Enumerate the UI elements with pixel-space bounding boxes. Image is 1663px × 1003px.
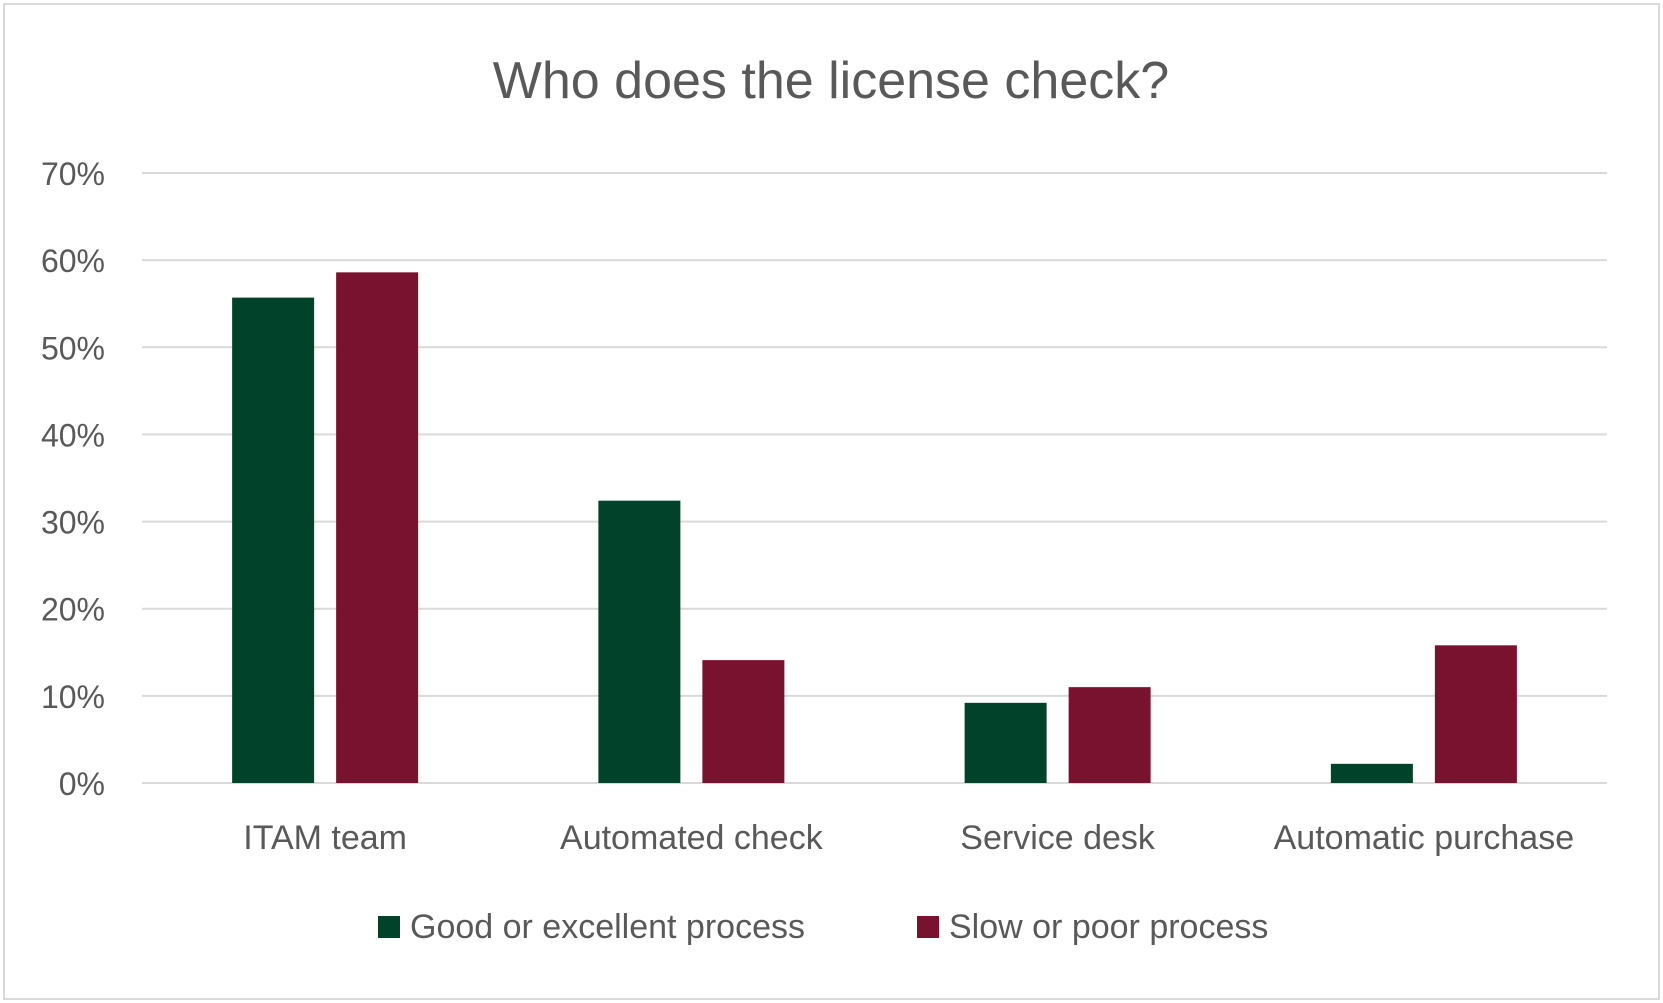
- y-tick-label: 30%: [41, 505, 105, 541]
- y-tick-label: 0%: [59, 766, 105, 802]
- bar-automatic-purchase-slow: [1434, 645, 1517, 783]
- bar-automated-check-good: [598, 500, 681, 783]
- bar-service-desk-slow: [1068, 687, 1151, 783]
- x-category-label: Service desk: [960, 819, 1156, 857]
- bar-automated-check-slow: [702, 660, 785, 783]
- y-tick-label: 10%: [41, 679, 105, 715]
- y-tick-label: 20%: [41, 592, 105, 628]
- bar-itam-team-slow: [336, 272, 419, 783]
- legend-swatch: [378, 916, 400, 938]
- x-category-label: Automatic purchase: [1274, 819, 1575, 857]
- x-axis-category-labels: ITAM team Automated check Service desk Auto…: [243, 819, 1574, 857]
- y-tick-label: 70%: [41, 156, 105, 192]
- legend: Good or excellent process Slow or poor pr…: [378, 908, 1268, 946]
- legend-label: Good or excellent process: [410, 908, 805, 946]
- x-category-label: ITAM team: [243, 819, 407, 857]
- y-tick-label: 50%: [41, 330, 105, 366]
- y-tick-label: 60%: [41, 243, 105, 279]
- bar-automatic-purchase-good: [1330, 763, 1413, 783]
- bar-service-desk-good: [964, 702, 1047, 783]
- legend-label: Slow or poor process: [949, 908, 1268, 946]
- chart-title: Who does the license check?: [493, 52, 1169, 110]
- y-axis-tick-labels: 0% 10% 20% 30% 40% 50% 60% 70%: [41, 156, 105, 802]
- x-category-label: Automated check: [560, 819, 824, 857]
- y-tick-label: 40%: [41, 417, 105, 453]
- bars-layer: [232, 272, 1517, 783]
- bar-itam-team-good: [232, 297, 315, 783]
- legend-swatch: [917, 916, 939, 938]
